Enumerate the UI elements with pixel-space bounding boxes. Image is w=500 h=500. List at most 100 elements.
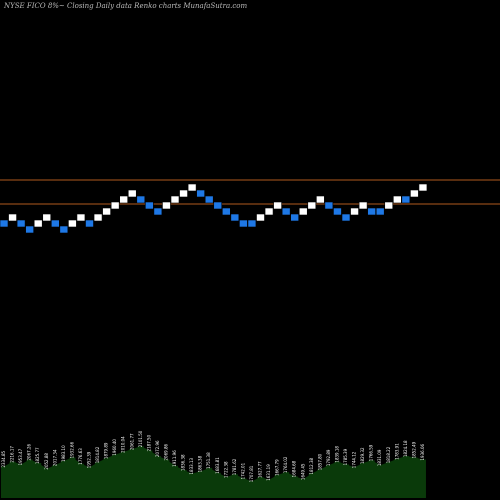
volume-bar [163,459,170,498]
volume-bar [189,473,196,498]
volume-bar [180,470,187,498]
renko-brick-down [59,225,69,234]
renko-brick-up [392,195,402,204]
volume-label: 2067.26 [27,444,32,461]
renko-brick-up [42,213,52,222]
volume-label: 1936.06 [420,444,425,461]
volume-bar [325,465,332,498]
volume-label: 1776.63 [78,448,83,465]
volume-bar [35,463,42,498]
volume-bar [154,456,161,498]
volume-bar [308,473,315,498]
renko-brick-up [410,189,419,198]
volume-bar [419,459,426,498]
volume-label: 1792.89 [326,449,331,466]
volume-label: 1932.66 [69,441,74,458]
volume-bar [385,462,392,498]
volume-bar [1,466,7,498]
renko-brick-up [119,195,128,204]
volume-label: 1818.22 [386,446,391,463]
renko-brick-up [187,183,197,192]
renko-brick-up [170,195,180,204]
volume-bar [206,467,213,498]
volume-label: 1683.81 [215,457,220,474]
reference-lines [0,179,500,205]
volume-bar [300,479,307,498]
renko-brick-up [350,207,359,216]
renko-brick-down [153,207,163,216]
volume-label: 1836.38 [181,454,186,471]
volume-label: 2101.50 [138,430,143,447]
renko-brick-up [93,213,103,222]
volume-label: 1960.40 [112,439,117,456]
volume-bar [214,472,221,498]
volume-bar [112,454,119,498]
renko-brick-down [247,219,257,228]
renko-brick-up [179,189,188,198]
renko-brick-down [341,213,351,222]
renko-bricks [0,183,428,234]
volume-label: 1814.82 [95,446,100,463]
volume-bar [283,472,290,498]
volume-bar [411,457,418,498]
volume-bar [223,477,230,498]
volume-bar [52,465,59,498]
volume-bar [120,451,127,498]
renko-brick-down [204,195,214,204]
volume-bar [291,476,298,498]
volume-bar [257,477,264,498]
renko-brick-down [0,219,9,228]
volume-label: 1863.38 [198,455,203,472]
renko-brick-up [8,213,17,222]
volume-bar [43,468,50,498]
renko-brick-up [76,213,86,222]
volume-bar [77,463,84,498]
renko-brick-up [298,207,308,216]
renko-brick-down [222,207,231,216]
volume-label: 1911.96 [172,450,177,467]
renko-brick-down [213,201,223,210]
volume-label: 1707.81 [249,465,254,482]
volume-label: 1783.91 [394,443,399,460]
volume-panel [1,446,426,498]
renko-brick-up [264,207,274,216]
renko-brick-down [50,219,60,228]
volume-bar [343,464,349,498]
volume-bar [402,456,409,498]
volume-label: 1744.12 [352,451,357,468]
renko-brick-down [136,195,146,204]
volume-bar [240,478,247,498]
volume-label: 1764.02 [283,456,288,473]
volume-bar [248,481,255,498]
volume-label: 2061.77 [129,433,134,450]
renko-brick-up [273,201,282,210]
volume-label: 2187.50 [146,434,151,451]
volume-bar [103,458,110,498]
chart-title: NYSE FICO 8%~ Closing Daily data Renko c… [4,2,248,10]
volume-label: 2017.34 [52,449,57,466]
volume-label: 1952.39 [87,451,92,468]
renko-brick-up [256,213,265,222]
volume-label: 2052.88 [44,453,49,470]
volume-label: 1839.18 [335,446,340,463]
volume-label: 1825.77 [35,447,40,464]
renko-brick-down [401,195,411,204]
volume-bar [231,474,238,498]
volume-label: 2216.17 [10,446,15,463]
renko-brick-up [102,207,111,216]
volume-bar [274,474,281,498]
volume-label: 1785.39 [343,448,348,465]
volume-bar [137,446,144,498]
renko-brick-up [418,183,428,192]
volume-label: 1831.09 [377,449,382,466]
volume-label: 1631.19 [266,464,271,481]
renko-brick-up [162,201,171,210]
volume-bar [317,469,324,498]
renko-brick-down [230,213,240,222]
volume-bar [377,465,384,498]
renko-brick-up [358,201,368,210]
volume-bar [69,457,76,498]
volume-bar [60,460,67,498]
volume-bar [18,464,25,498]
